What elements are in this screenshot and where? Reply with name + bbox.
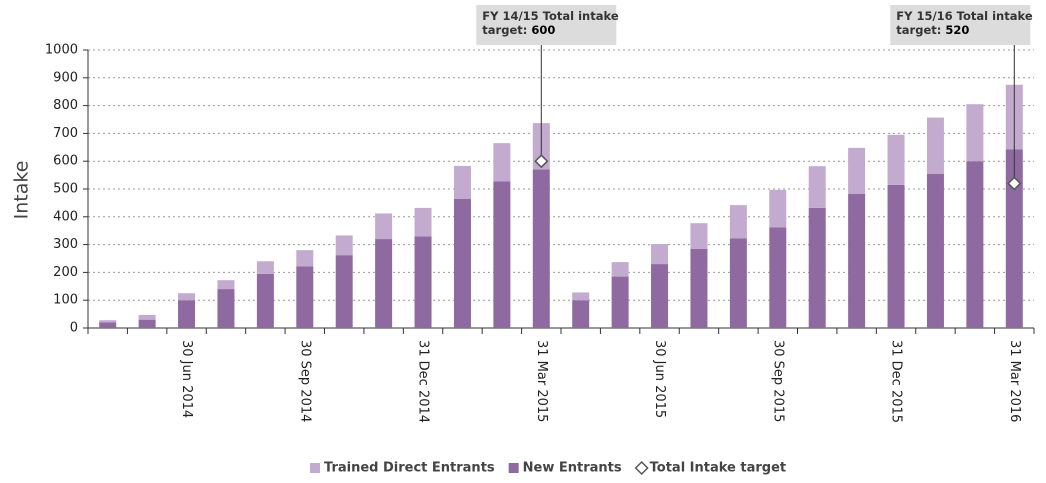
y-tick-label: 200	[53, 265, 78, 280]
bar-segment	[966, 104, 984, 162]
bar-segment	[256, 261, 274, 274]
y-tick-label: 600	[53, 154, 78, 169]
bar-segment	[414, 236, 432, 328]
bar-segment	[296, 250, 314, 267]
annotation-text: FY 15/16 Total intake	[896, 9, 1033, 23]
y-tick-label: 100	[53, 293, 78, 308]
y-tick-label: 800	[53, 98, 78, 113]
bar-segment	[493, 181, 511, 328]
bar-segment	[729, 238, 747, 328]
bar-segment	[178, 293, 196, 301]
y-tick-label: 500	[53, 182, 78, 197]
y-tick-label: 300	[53, 237, 78, 252]
bar-segment	[217, 289, 235, 328]
bar-segment	[217, 280, 235, 290]
annotation-line: target:	[896, 23, 941, 37]
annotation-text: FY 14/15 Total intake	[482, 9, 619, 23]
y-tick-label: 400	[53, 209, 78, 224]
annotation-line: FY 14/15 Total intake	[482, 9, 619, 23]
bar-segment	[651, 264, 669, 328]
legend-swatch	[508, 463, 519, 473]
bar-segment	[335, 235, 353, 256]
bar-segment	[572, 292, 590, 301]
bar-segment	[414, 207, 432, 237]
bar-segment	[335, 255, 353, 328]
x-tick-label: 31 Mar 2016	[1007, 340, 1022, 422]
bar-segment	[926, 117, 944, 174]
bar-segment	[611, 276, 629, 328]
bar-segment	[256, 273, 274, 328]
annotation-text: target: 600	[482, 23, 555, 37]
annotation-line: FY 15/16 Total intake	[896, 9, 1033, 23]
target-marker	[534, 154, 549, 169]
bar-segment	[651, 244, 669, 265]
x-tick-label: 31 Dec 2015	[889, 340, 904, 423]
x-tick-label: 31 Dec 2014	[416, 340, 431, 423]
x-tick-label: 30 Jun 2014	[179, 340, 194, 418]
annotation-line: target:	[482, 23, 527, 37]
bar-segment	[887, 184, 905, 328]
bar-segment	[808, 207, 826, 328]
bar-segment	[178, 300, 196, 328]
bar-segment	[611, 262, 629, 277]
annotation-text: target: 520	[896, 23, 969, 37]
bar-segment	[729, 205, 747, 239]
bar-segment	[532, 169, 550, 328]
bar-segment	[926, 173, 944, 328]
bar-segment	[453, 165, 471, 199]
annotation-value: 520	[945, 23, 969, 37]
y-axis-label: Intake	[11, 161, 33, 220]
bar-segment	[99, 320, 117, 323]
legend-marker	[634, 460, 649, 476]
bar-segment	[808, 166, 826, 208]
bar-segment	[99, 322, 117, 328]
bar-segment	[690, 223, 708, 249]
bar-segment	[769, 227, 787, 328]
x-tick-label: 31 Mar 2015	[534, 340, 549, 422]
bar-segment	[453, 198, 471, 328]
bar-segment	[848, 147, 866, 195]
y-tick-label: 900	[53, 70, 78, 85]
y-tick-label: 700	[53, 126, 78, 141]
x-tick-label: 30 Sep 2014	[297, 340, 312, 422]
bar-segment	[138, 319, 156, 328]
bar-segment	[966, 161, 984, 328]
annotation-box	[476, 5, 617, 45]
annotation-value: 600	[531, 23, 555, 37]
legend-label: Trained Direct Entrants	[324, 461, 495, 476]
y-tick-label: 0	[70, 321, 78, 336]
bar-segment	[375, 213, 393, 240]
bar-segment	[1005, 149, 1023, 328]
target-marker	[1007, 176, 1022, 191]
legend-label: Total Intake target	[650, 461, 787, 476]
x-tick-label: 30 Sep 2015	[770, 340, 785, 422]
x-tick-label: 30 Jun 2015	[652, 340, 667, 418]
bar-segment	[848, 194, 866, 328]
bar-segment	[138, 314, 156, 320]
bar-segment	[690, 248, 708, 328]
bar-segment	[296, 266, 314, 328]
y-tick-label: 1000	[45, 43, 78, 58]
bar-segment	[769, 189, 787, 228]
bar-segment	[493, 143, 511, 182]
legend-label: New Entrants	[523, 461, 622, 476]
annotation-box	[890, 5, 1031, 45]
bar-segment	[572, 300, 590, 328]
bar-segment	[375, 239, 393, 328]
legend-swatch	[310, 463, 320, 473]
bar-segment	[887, 134, 905, 185]
